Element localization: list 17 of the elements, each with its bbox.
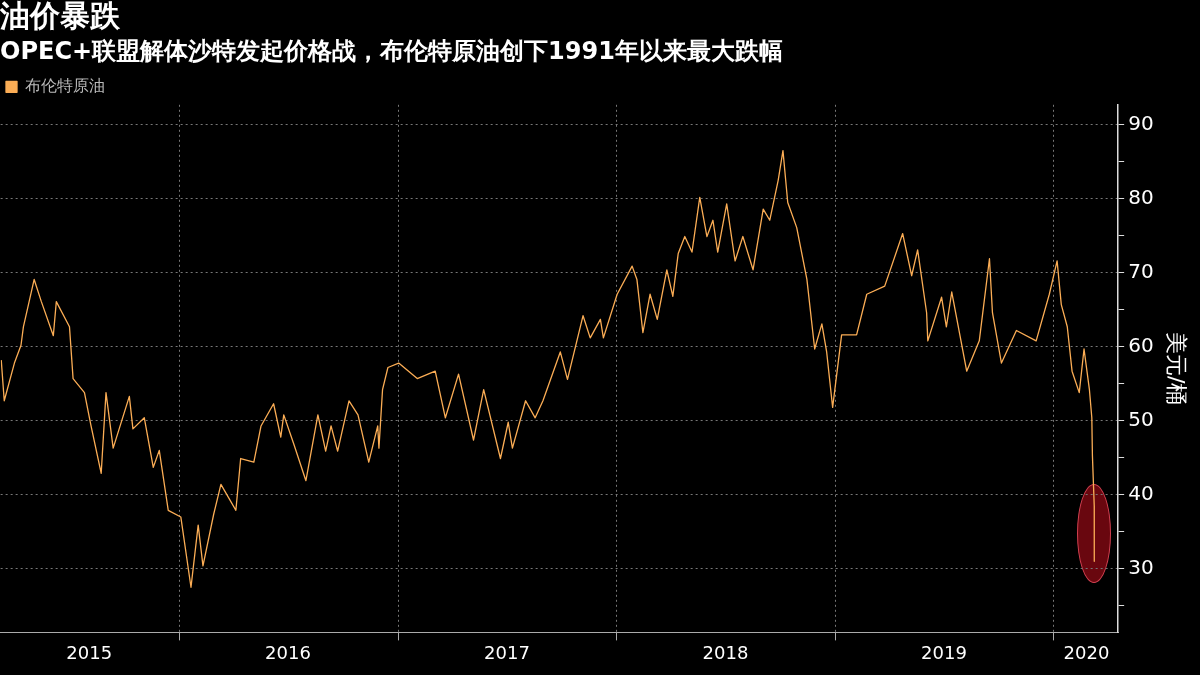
y-tick-label: 60 bbox=[1128, 332, 1154, 357]
y-axis-title: 美元/桶 bbox=[1164, 331, 1190, 406]
y-tick-label: 70 bbox=[1128, 258, 1154, 283]
y-tick-label: 50 bbox=[1128, 406, 1154, 431]
x-tick-label: 2018 bbox=[702, 641, 749, 663]
y-tick-label: 30 bbox=[1128, 554, 1154, 579]
x-tick-label: 2020 bbox=[1063, 641, 1110, 663]
y-tick-label: 90 bbox=[1128, 110, 1154, 135]
y-tick-label: 40 bbox=[1128, 480, 1154, 505]
x-tick-label: 2015 bbox=[66, 641, 113, 663]
x-tick-label: 2016 bbox=[265, 641, 311, 663]
chart-subtitle: OPEC+联盟解体沙特发起价格战，布伦特原油创下1991年以来最大跌幅 bbox=[0, 36, 783, 65]
y-tick-label: 80 bbox=[1128, 184, 1154, 209]
x-tick-label: 2017 bbox=[484, 641, 530, 663]
chart-title: 油价暴跌 bbox=[0, 0, 121, 33]
legend-label: 布伦特原油 bbox=[25, 75, 105, 95]
x-tick-label: 2019 bbox=[921, 641, 967, 663]
